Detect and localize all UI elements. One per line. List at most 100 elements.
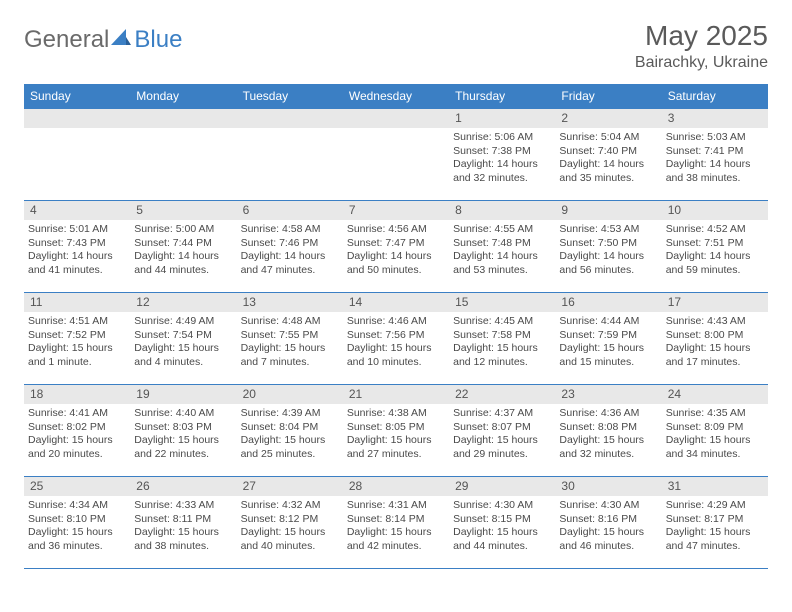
header: General Blue May 2025 Bairachky, Ukraine <box>24 20 768 72</box>
day-number: 17 <box>662 293 768 312</box>
calendar-day-cell: 25Sunrise: 4:34 AMSunset: 8:10 PMDayligh… <box>24 477 130 569</box>
day-details: Sunrise: 5:00 AMSunset: 7:44 PMDaylight:… <box>130 220 236 279</box>
day-number: 19 <box>130 385 236 404</box>
location-label: Bairachky, Ukraine <box>635 54 768 72</box>
calendar-day-cell: 13Sunrise: 4:48 AMSunset: 7:55 PMDayligh… <box>237 293 343 385</box>
day-number: 20 <box>237 385 343 404</box>
day-details: Sunrise: 4:58 AMSunset: 7:46 PMDaylight:… <box>237 220 343 279</box>
calendar-header-row: Sunday Monday Tuesday Wednesday Thursday… <box>24 84 768 109</box>
calendar-day-cell: 14Sunrise: 4:46 AMSunset: 7:56 PMDayligh… <box>343 293 449 385</box>
day-number: 9 <box>555 201 661 220</box>
calendar-week-row: 4Sunrise: 5:01 AMSunset: 7:43 PMDaylight… <box>24 201 768 293</box>
brand-part2: Blue <box>134 26 182 54</box>
calendar-day-cell <box>237 109 343 201</box>
day-number: 18 <box>24 385 130 404</box>
calendar-day-cell: 22Sunrise: 4:37 AMSunset: 8:07 PMDayligh… <box>449 385 555 477</box>
day-number: 3 <box>662 109 768 128</box>
day-number: 13 <box>237 293 343 312</box>
day-details: Sunrise: 4:32 AMSunset: 8:12 PMDaylight:… <box>237 496 343 555</box>
calendar-day-cell: 1Sunrise: 5:06 AMSunset: 7:38 PMDaylight… <box>449 109 555 201</box>
calendar-day-cell: 24Sunrise: 4:35 AMSunset: 8:09 PMDayligh… <box>662 385 768 477</box>
day-details: Sunrise: 4:45 AMSunset: 7:58 PMDaylight:… <box>449 312 555 371</box>
day-number: 27 <box>237 477 343 496</box>
calendar-day-cell: 26Sunrise: 4:33 AMSunset: 8:11 PMDayligh… <box>130 477 236 569</box>
calendar-day-cell: 28Sunrise: 4:31 AMSunset: 8:14 PMDayligh… <box>343 477 449 569</box>
calendar-day-cell: 11Sunrise: 4:51 AMSunset: 7:52 PMDayligh… <box>24 293 130 385</box>
dow-wednesday: Wednesday <box>343 84 449 109</box>
calendar-day-cell: 29Sunrise: 4:30 AMSunset: 8:15 PMDayligh… <box>449 477 555 569</box>
calendar-body: 1Sunrise: 5:06 AMSunset: 7:38 PMDaylight… <box>24 109 768 569</box>
calendar-day-cell <box>343 109 449 201</box>
day-details: Sunrise: 4:51 AMSunset: 7:52 PMDaylight:… <box>24 312 130 371</box>
day-details: Sunrise: 4:31 AMSunset: 8:14 PMDaylight:… <box>343 496 449 555</box>
day-details: Sunrise: 4:49 AMSunset: 7:54 PMDaylight:… <box>130 312 236 371</box>
day-details: Sunrise: 4:55 AMSunset: 7:48 PMDaylight:… <box>449 220 555 279</box>
brand-logo: General Blue <box>24 26 182 54</box>
dow-sunday: Sunday <box>24 84 130 109</box>
day-number: 14 <box>343 293 449 312</box>
day-number: 12 <box>130 293 236 312</box>
title-block: May 2025 Bairachky, Ukraine <box>635 20 768 72</box>
calendar-day-cell: 31Sunrise: 4:29 AMSunset: 8:17 PMDayligh… <box>662 477 768 569</box>
calendar-day-cell: 27Sunrise: 4:32 AMSunset: 8:12 PMDayligh… <box>237 477 343 569</box>
day-details: Sunrise: 4:35 AMSunset: 8:09 PMDaylight:… <box>662 404 768 463</box>
calendar-table: Sunday Monday Tuesday Wednesday Thursday… <box>24 84 768 569</box>
day-number: 2 <box>555 109 661 128</box>
calendar-day-cell: 3Sunrise: 5:03 AMSunset: 7:41 PMDaylight… <box>662 109 768 201</box>
calendar-week-row: 18Sunrise: 4:41 AMSunset: 8:02 PMDayligh… <box>24 385 768 477</box>
day-details: Sunrise: 5:04 AMSunset: 7:40 PMDaylight:… <box>555 128 661 187</box>
calendar-day-cell: 15Sunrise: 4:45 AMSunset: 7:58 PMDayligh… <box>449 293 555 385</box>
day-number: 1 <box>449 109 555 128</box>
dow-friday: Friday <box>555 84 661 109</box>
day-details: Sunrise: 4:44 AMSunset: 7:59 PMDaylight:… <box>555 312 661 371</box>
brand-part1: General <box>24 26 109 54</box>
calendar-day-cell: 9Sunrise: 4:53 AMSunset: 7:50 PMDaylight… <box>555 201 661 293</box>
day-number: 26 <box>130 477 236 496</box>
calendar-day-cell: 18Sunrise: 4:41 AMSunset: 8:02 PMDayligh… <box>24 385 130 477</box>
day-details: Sunrise: 4:38 AMSunset: 8:05 PMDaylight:… <box>343 404 449 463</box>
calendar-day-cell: 21Sunrise: 4:38 AMSunset: 8:05 PMDayligh… <box>343 385 449 477</box>
day-number: 22 <box>449 385 555 404</box>
calendar-day-cell: 23Sunrise: 4:36 AMSunset: 8:08 PMDayligh… <box>555 385 661 477</box>
calendar-day-cell: 30Sunrise: 4:30 AMSunset: 8:16 PMDayligh… <box>555 477 661 569</box>
day-number: 4 <box>24 201 130 220</box>
day-number: 31 <box>662 477 768 496</box>
day-number-blank <box>343 109 449 128</box>
day-number: 28 <box>343 477 449 496</box>
calendar-day-cell <box>24 109 130 201</box>
calendar-week-row: 1Sunrise: 5:06 AMSunset: 7:38 PMDaylight… <box>24 109 768 201</box>
day-details: Sunrise: 5:03 AMSunset: 7:41 PMDaylight:… <box>662 128 768 187</box>
day-details: Sunrise: 4:56 AMSunset: 7:47 PMDaylight:… <box>343 220 449 279</box>
calendar-day-cell: 2Sunrise: 5:04 AMSunset: 7:40 PMDaylight… <box>555 109 661 201</box>
calendar-day-cell: 8Sunrise: 4:55 AMSunset: 7:48 PMDaylight… <box>449 201 555 293</box>
calendar-day-cell: 19Sunrise: 4:40 AMSunset: 8:03 PMDayligh… <box>130 385 236 477</box>
calendar-week-row: 25Sunrise: 4:34 AMSunset: 8:10 PMDayligh… <box>24 477 768 569</box>
calendar-day-cell: 12Sunrise: 4:49 AMSunset: 7:54 PMDayligh… <box>130 293 236 385</box>
day-number: 16 <box>555 293 661 312</box>
brand-sail-icon <box>111 29 131 52</box>
calendar-day-cell: 16Sunrise: 4:44 AMSunset: 7:59 PMDayligh… <box>555 293 661 385</box>
day-number: 29 <box>449 477 555 496</box>
day-number: 11 <box>24 293 130 312</box>
calendar-day-cell: 6Sunrise: 4:58 AMSunset: 7:46 PMDaylight… <box>237 201 343 293</box>
day-number: 7 <box>343 201 449 220</box>
day-details: Sunrise: 4:53 AMSunset: 7:50 PMDaylight:… <box>555 220 661 279</box>
day-number: 23 <box>555 385 661 404</box>
day-details: Sunrise: 4:43 AMSunset: 8:00 PMDaylight:… <box>662 312 768 371</box>
day-details: Sunrise: 4:29 AMSunset: 8:17 PMDaylight:… <box>662 496 768 555</box>
dow-saturday: Saturday <box>662 84 768 109</box>
month-title: May 2025 <box>635 20 768 52</box>
day-number-blank <box>130 109 236 128</box>
day-number-blank <box>24 109 130 128</box>
calendar-day-cell: 4Sunrise: 5:01 AMSunset: 7:43 PMDaylight… <box>24 201 130 293</box>
calendar-day-cell: 5Sunrise: 5:00 AMSunset: 7:44 PMDaylight… <box>130 201 236 293</box>
day-number: 6 <box>237 201 343 220</box>
day-details: Sunrise: 4:40 AMSunset: 8:03 PMDaylight:… <box>130 404 236 463</box>
day-details: Sunrise: 4:34 AMSunset: 8:10 PMDaylight:… <box>24 496 130 555</box>
day-details: Sunrise: 4:37 AMSunset: 8:07 PMDaylight:… <box>449 404 555 463</box>
day-details: Sunrise: 4:36 AMSunset: 8:08 PMDaylight:… <box>555 404 661 463</box>
dow-monday: Monday <box>130 84 236 109</box>
day-details: Sunrise: 4:33 AMSunset: 8:11 PMDaylight:… <box>130 496 236 555</box>
calendar-week-row: 11Sunrise: 4:51 AMSunset: 7:52 PMDayligh… <box>24 293 768 385</box>
day-number: 8 <box>449 201 555 220</box>
